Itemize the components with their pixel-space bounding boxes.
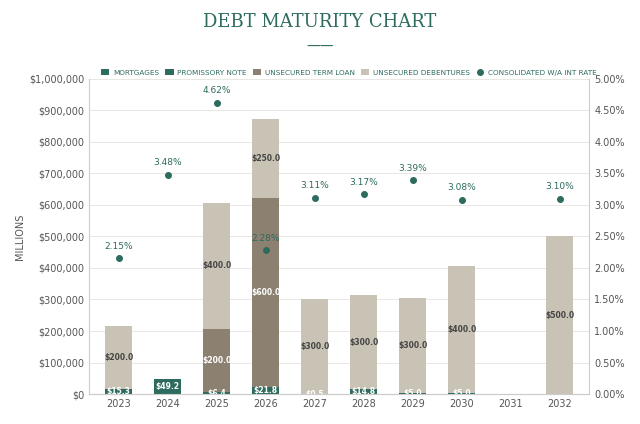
- Text: $6.4: $6.4: [207, 389, 226, 398]
- Bar: [399, 298, 426, 393]
- Text: ——: ——: [307, 40, 333, 54]
- Text: $49.2: $49.2: [156, 382, 180, 391]
- Text: $200.0: $200.0: [202, 356, 232, 365]
- Text: 3.17%: 3.17%: [349, 178, 378, 187]
- Text: 3.08%: 3.08%: [447, 183, 476, 192]
- Bar: [204, 329, 230, 392]
- Text: $21.8: $21.8: [253, 386, 278, 395]
- Text: $400.0: $400.0: [202, 262, 232, 271]
- Text: $14.8: $14.8: [352, 387, 376, 396]
- Text: 3.11%: 3.11%: [300, 181, 329, 190]
- Text: $300.0: $300.0: [300, 342, 330, 351]
- Text: $200.0: $200.0: [104, 353, 133, 362]
- Text: $5.0: $5.0: [404, 389, 422, 398]
- Bar: [350, 295, 378, 390]
- Text: $250.0: $250.0: [252, 154, 280, 163]
- Bar: [252, 387, 279, 394]
- Legend: MORTGAGES, PROMISSORY NOTE, UNSECURED TERM LOAN, UNSECURED DEBENTURES, CONSOLIDA: MORTGAGES, PROMISSORY NOTE, UNSECURED TE…: [98, 67, 600, 78]
- Text: $5.0: $5.0: [452, 389, 471, 398]
- Text: 2.15%: 2.15%: [104, 242, 133, 251]
- Bar: [105, 326, 132, 389]
- Bar: [547, 236, 573, 394]
- Bar: [449, 393, 476, 394]
- Bar: [252, 119, 279, 198]
- Text: $15.3: $15.3: [107, 387, 131, 396]
- Text: 2.28%: 2.28%: [252, 234, 280, 243]
- Text: $400.0: $400.0: [447, 325, 477, 334]
- Bar: [399, 393, 426, 394]
- Bar: [105, 389, 132, 394]
- Bar: [301, 299, 328, 394]
- Text: 3.10%: 3.10%: [545, 182, 574, 191]
- Bar: [449, 266, 476, 393]
- Text: 4.62%: 4.62%: [202, 86, 231, 95]
- Text: $500.0: $500.0: [545, 311, 575, 320]
- Bar: [154, 379, 181, 394]
- Bar: [204, 203, 230, 329]
- Text: 3.39%: 3.39%: [399, 164, 428, 173]
- Text: $0.5: $0.5: [305, 390, 324, 399]
- Bar: [252, 198, 279, 387]
- Text: $300.0: $300.0: [349, 338, 378, 347]
- Text: 3.48%: 3.48%: [154, 158, 182, 167]
- Bar: [350, 390, 378, 394]
- Bar: [204, 392, 230, 394]
- Text: $600.0: $600.0: [251, 288, 280, 297]
- Y-axis label: MILLIONS: MILLIONS: [15, 213, 25, 259]
- Text: $300.0: $300.0: [398, 341, 428, 350]
- Text: DEBT MATURITY CHART: DEBT MATURITY CHART: [204, 13, 436, 31]
